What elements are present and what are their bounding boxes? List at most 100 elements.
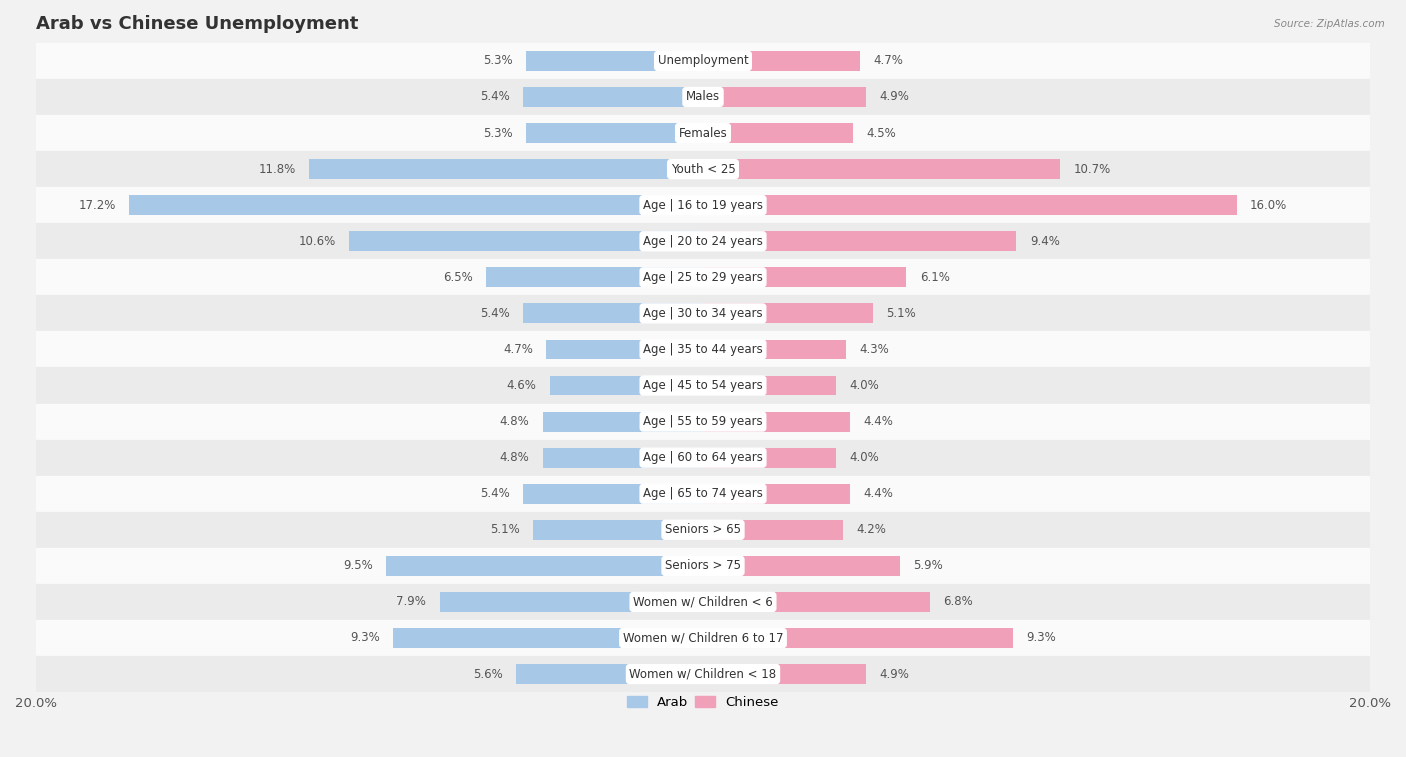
Bar: [37, 260, 1369, 295]
Bar: [703, 412, 849, 431]
Bar: [37, 548, 1369, 584]
Bar: [543, 412, 703, 431]
Bar: [703, 375, 837, 395]
Text: 5.3%: 5.3%: [484, 55, 513, 67]
Text: Age | 20 to 24 years: Age | 20 to 24 years: [643, 235, 763, 248]
Text: Women w/ Children < 6: Women w/ Children < 6: [633, 596, 773, 609]
Text: 7.9%: 7.9%: [396, 596, 426, 609]
Text: Males: Males: [686, 91, 720, 104]
Bar: [37, 151, 1369, 187]
Text: Seniors > 75: Seniors > 75: [665, 559, 741, 572]
Text: 6.5%: 6.5%: [443, 271, 472, 284]
Bar: [550, 375, 703, 395]
Text: Age | 25 to 29 years: Age | 25 to 29 years: [643, 271, 763, 284]
Text: 5.1%: 5.1%: [489, 523, 520, 536]
Bar: [703, 304, 873, 323]
Text: 9.3%: 9.3%: [350, 631, 380, 644]
Legend: Arab, Chinese: Arab, Chinese: [621, 691, 785, 715]
Bar: [547, 340, 703, 360]
Bar: [703, 159, 1060, 179]
Text: 6.8%: 6.8%: [943, 596, 973, 609]
Bar: [37, 187, 1369, 223]
Bar: [533, 520, 703, 540]
Text: Age | 30 to 34 years: Age | 30 to 34 years: [643, 307, 763, 320]
Text: Age | 55 to 59 years: Age | 55 to 59 years: [643, 415, 763, 428]
Bar: [37, 656, 1369, 692]
Bar: [37, 223, 1369, 260]
Bar: [37, 295, 1369, 332]
Bar: [523, 484, 703, 503]
Text: 4.0%: 4.0%: [849, 451, 880, 464]
Text: 4.7%: 4.7%: [873, 55, 903, 67]
Bar: [350, 232, 703, 251]
Text: 4.5%: 4.5%: [866, 126, 896, 139]
Text: Age | 65 to 74 years: Age | 65 to 74 years: [643, 488, 763, 500]
Text: 9.4%: 9.4%: [1029, 235, 1060, 248]
Bar: [703, 195, 1237, 215]
Text: 4.8%: 4.8%: [499, 415, 530, 428]
Text: 4.6%: 4.6%: [506, 379, 536, 392]
Text: 4.8%: 4.8%: [499, 451, 530, 464]
Bar: [129, 195, 703, 215]
Bar: [37, 584, 1369, 620]
Bar: [703, 87, 866, 107]
Bar: [523, 87, 703, 107]
Bar: [37, 403, 1369, 440]
Bar: [37, 332, 1369, 367]
Text: 9.5%: 9.5%: [343, 559, 373, 572]
Bar: [543, 447, 703, 468]
Bar: [440, 592, 703, 612]
Text: 16.0%: 16.0%: [1250, 198, 1286, 212]
Text: 4.0%: 4.0%: [849, 379, 880, 392]
Bar: [37, 440, 1369, 475]
Text: 5.4%: 5.4%: [479, 91, 509, 104]
Text: Youth < 25: Youth < 25: [671, 163, 735, 176]
Text: 9.3%: 9.3%: [1026, 631, 1056, 644]
Text: Seniors > 65: Seniors > 65: [665, 523, 741, 536]
Bar: [37, 620, 1369, 656]
Text: Age | 35 to 44 years: Age | 35 to 44 years: [643, 343, 763, 356]
Text: 4.7%: 4.7%: [503, 343, 533, 356]
Text: 4.3%: 4.3%: [859, 343, 890, 356]
Bar: [486, 267, 703, 287]
Text: 5.4%: 5.4%: [479, 307, 509, 320]
Text: 5.4%: 5.4%: [479, 488, 509, 500]
Text: 5.1%: 5.1%: [886, 307, 917, 320]
Text: 5.6%: 5.6%: [474, 668, 503, 681]
Bar: [703, 628, 1014, 648]
Bar: [703, 123, 853, 143]
Bar: [703, 664, 866, 684]
Bar: [703, 232, 1017, 251]
Text: 4.4%: 4.4%: [863, 415, 893, 428]
Text: 4.9%: 4.9%: [880, 91, 910, 104]
Text: 11.8%: 11.8%: [259, 163, 297, 176]
Bar: [387, 556, 703, 576]
Text: Females: Females: [679, 126, 727, 139]
Text: Arab vs Chinese Unemployment: Arab vs Chinese Unemployment: [37, 15, 359, 33]
Bar: [703, 556, 900, 576]
Bar: [703, 447, 837, 468]
Text: 5.3%: 5.3%: [484, 126, 513, 139]
Bar: [526, 51, 703, 71]
Bar: [392, 628, 703, 648]
Bar: [516, 664, 703, 684]
Text: Source: ZipAtlas.com: Source: ZipAtlas.com: [1274, 19, 1385, 29]
Text: 4.9%: 4.9%: [880, 668, 910, 681]
Text: 5.9%: 5.9%: [912, 559, 943, 572]
Text: 10.6%: 10.6%: [299, 235, 336, 248]
Bar: [37, 115, 1369, 151]
Text: 17.2%: 17.2%: [79, 198, 117, 212]
Bar: [703, 51, 859, 71]
Text: Unemployment: Unemployment: [658, 55, 748, 67]
Text: Age | 45 to 54 years: Age | 45 to 54 years: [643, 379, 763, 392]
Bar: [37, 367, 1369, 403]
Text: Age | 60 to 64 years: Age | 60 to 64 years: [643, 451, 763, 464]
Text: Women w/ Children < 18: Women w/ Children < 18: [630, 668, 776, 681]
Text: 4.4%: 4.4%: [863, 488, 893, 500]
Bar: [526, 123, 703, 143]
Bar: [703, 484, 849, 503]
Bar: [703, 520, 844, 540]
Bar: [37, 43, 1369, 79]
Text: 6.1%: 6.1%: [920, 271, 949, 284]
Bar: [37, 475, 1369, 512]
